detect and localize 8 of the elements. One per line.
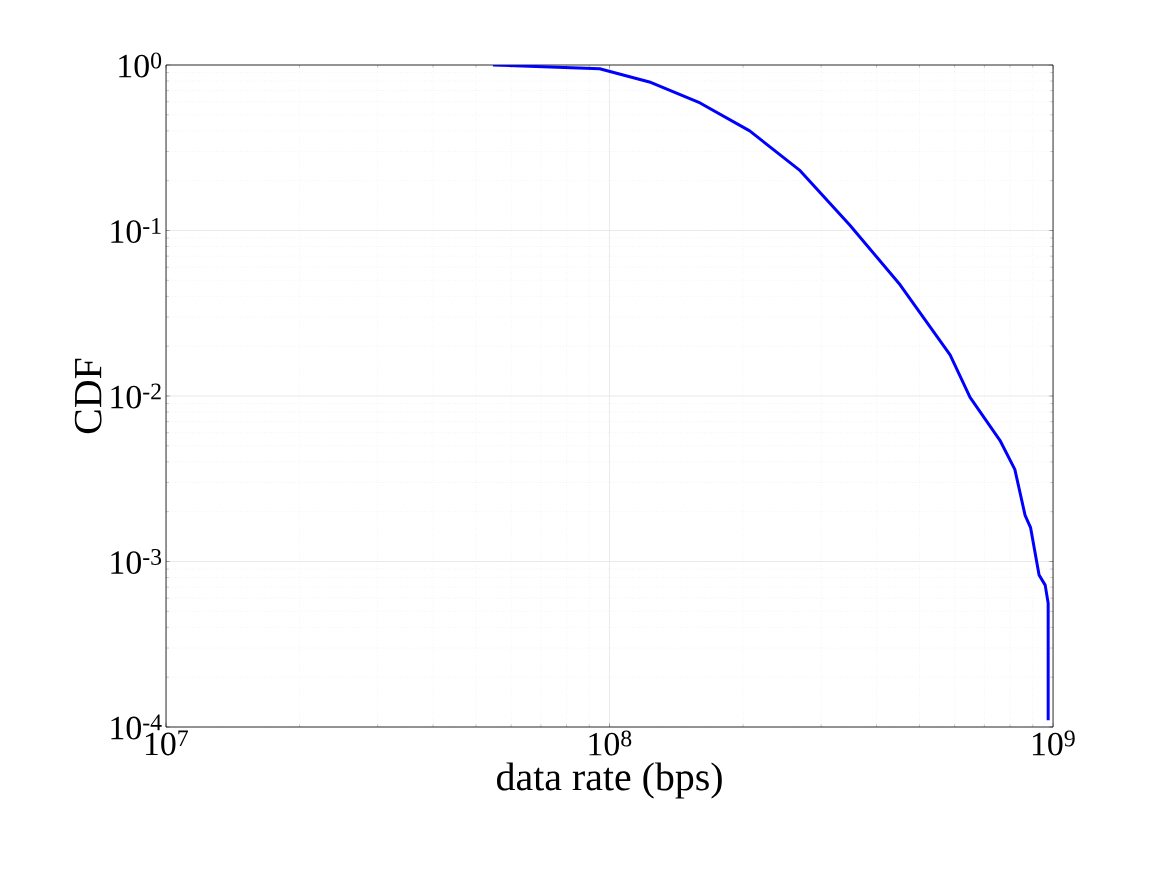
x-tick-label: 10$^{8}$ — [589, 730, 632, 756]
x-axis-title: data rate (bps) — [497, 762, 722, 799]
y-axis-title: CDF — [74, 358, 102, 434]
y-tick-label: 10$^{-3}$ — [111, 548, 162, 575]
x-tick-label: 10$^{9}$ — [1032, 730, 1075, 756]
y-tick-label: 10$^{-2}$ — [111, 383, 161, 409]
y-tick-label: 10$^{0}$ — [119, 52, 162, 78]
y-tick-label: 10$^{-1}$ — [111, 218, 161, 243]
